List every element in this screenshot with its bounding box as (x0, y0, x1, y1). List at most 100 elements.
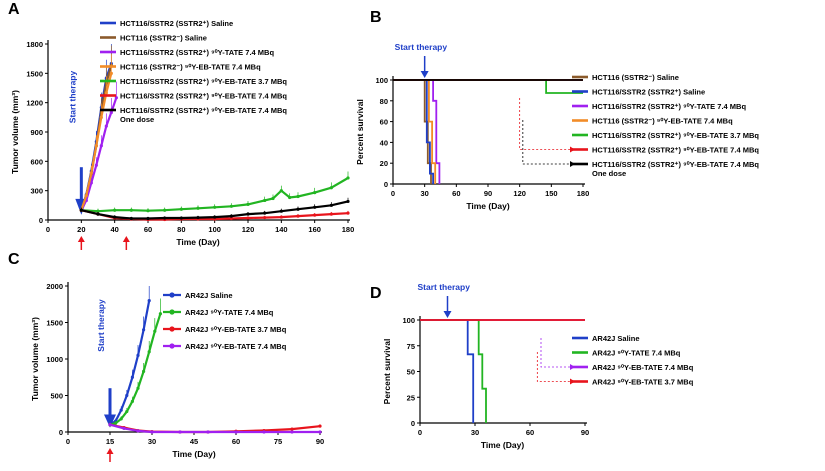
panel-c-data-point (119, 408, 123, 412)
panel-c-data-point (130, 375, 134, 379)
panel-a-data-point (346, 176, 350, 180)
panel-d-start-therapy-arrowhead (443, 311, 452, 318)
panel-a-x-tick-label: 100 (208, 225, 221, 234)
panel-d-y-tick-label: 100 (402, 316, 415, 325)
panel-b-legend-label: HCT116/SSTR2 (SSTR2⁺) ⁹⁰Y-EB-TATE 7.4 MB… (592, 146, 759, 155)
panel-a-data-point (196, 206, 200, 210)
panel-b-y-tick-label: 20 (380, 159, 388, 168)
panel-b-legend-label: HCT116 (SSTR2⁻) ⁹⁰Y-EB-TATE 7.4 MBq (592, 117, 733, 126)
panel-c-data-point (119, 417, 123, 421)
panel-b-x-axis-label: Time (Day) (466, 201, 509, 211)
panel-b-legend-label: HCT116/SSTR2 (SSTR2⁺) ⁹⁰Y-EB-TATE 7.4 MB… (592, 160, 759, 169)
panel-c-legend-marker (169, 292, 175, 298)
panel-b-legend-label: HCT116/SSTR2 (SSTR2⁺) ⁹⁰Y-TATE 7.4 MBq (592, 102, 746, 111)
panel-a-x-tick-label: 140 (275, 225, 288, 234)
panel-a-legend-label: One dose (120, 115, 154, 124)
panel-a-data-point (129, 216, 133, 221)
panel-d-legend-pointer-head (570, 364, 575, 370)
panel-c-series-line (109, 423, 320, 434)
panel-a-data-point (346, 211, 350, 215)
panel-a-data-point (296, 194, 300, 199)
panel-b-legend-label: One dose (592, 169, 626, 178)
panel-c-start-therapy-arrowhead (104, 414, 116, 428)
panel-c-data-point (136, 429, 140, 433)
panel-a-data-point (279, 189, 283, 193)
panel-a-data-point (179, 216, 183, 220)
panel-a-data-point (246, 216, 250, 220)
panel-c-x-tick-label: 0 (66, 437, 70, 446)
panel-d-x-tick-label: 0 (418, 428, 422, 437)
panel-d-series-line (420, 319, 475, 423)
panel-a-legend-label: HCT116/SSTR2 (SSTR2⁺) Saline (120, 19, 233, 28)
panel-c-start-therapy-label: Start therapy (96, 299, 106, 352)
panel-a-data-point (229, 214, 233, 218)
panel-d-legend-label: AR42J ⁹⁰Y-TATE 7.4 MBq (592, 349, 681, 358)
panel-a-data-point (296, 214, 300, 218)
panel-c-y-tick-label: 0 (59, 428, 63, 437)
panel-a-data-point (109, 71, 113, 75)
panel-a-data-point (296, 207, 300, 211)
panel-b-x-tick-label: 90 (484, 189, 492, 198)
panel-b-legend-pointer (519, 98, 570, 150)
panel-b-start-therapy-arrowhead (420, 71, 429, 78)
panel-a-legend-label: HCT116 (SSTR2⁻) Saline (120, 34, 207, 43)
panel-a-data-point (271, 196, 275, 201)
panel-a-data-point (84, 193, 88, 198)
panel-a-data-point (279, 209, 283, 213)
panel-b-y-tick-label: 100 (375, 76, 388, 85)
panel-a-data-point (104, 91, 108, 95)
panel-c-y-tick-label: 1500 (46, 319, 63, 328)
panel-d-x-tick-label: 30 (471, 428, 479, 437)
panel-c-x-tick-label: 75 (274, 437, 282, 446)
panel-c-data-point (136, 386, 140, 390)
panel-a-data-point (146, 216, 150, 221)
panel-d-y-tick-label: 50 (407, 368, 415, 377)
panel-a-data-point (114, 96, 118, 100)
panel-a-data-point (163, 216, 167, 220)
panel-b-y-tick-label: 0 (384, 180, 388, 189)
panel-d-y-tick-label: 25 (407, 393, 415, 402)
panel-a-data-point (313, 191, 317, 195)
panel-a-data-point (109, 110, 113, 115)
panel-c-data-point (147, 299, 151, 303)
panel-a-data-point (329, 212, 333, 216)
panel-c-legend-label: AR42J Saline (185, 291, 233, 300)
panel-d-legend-pointer (536, 352, 570, 382)
panel-d-y-axis-label: Percent survival (382, 339, 392, 405)
panel-a-data-point (113, 208, 117, 212)
panel-b-legend-pointer-head (570, 146, 575, 153)
panel-b-x-tick-label: 60 (452, 189, 460, 198)
panel-c-data-point (318, 424, 322, 428)
panel-b-y-tick-label: 40 (380, 138, 388, 147)
panel-a-legend-label: HCT116/SSTR2 (SSTR2⁺) ⁹⁰Y-EB-TATE 7.4 MB… (120, 106, 287, 115)
panel-c-legend-label: AR42J ⁹⁰Y-TATE 7.4 MBq (185, 308, 274, 317)
panel-a-data-point (229, 216, 233, 221)
panel-a-data-point (196, 215, 200, 220)
panel-a-data-point (229, 204, 233, 208)
panel-c-y-tick-label: 1000 (46, 355, 63, 364)
panel-b-start-therapy-label: Start therapy (395, 42, 448, 52)
panel-a-legend-label: HCT116/SSTR2 (SSTR2⁺) ⁹⁰Y-EB-TATE 7.4 MB… (120, 92, 287, 101)
panel-a-y-tick-label: 0 (39, 216, 43, 225)
panel-d-series-line (420, 319, 487, 423)
panel-c-series-line (109, 300, 151, 426)
panel-a-x-tick-label: 120 (242, 225, 255, 234)
panel-a-dose-arrowhead (77, 236, 85, 242)
panel-a-data-point (113, 215, 117, 219)
panel-a-legend-label: HCT116 (SSTR2⁻) ⁹⁰Y-EB-TATE 7.4 MBq (120, 63, 261, 72)
panel-a-data-point (94, 163, 98, 167)
panel-c-x-tick-label: 45 (190, 437, 198, 446)
panel-a-x-tick-label: 20 (77, 225, 85, 234)
panel-c-data-point (158, 312, 162, 316)
panel-c-data-point (150, 430, 154, 434)
panel-c-legend-marker (169, 326, 175, 332)
panel-a-data-point (288, 195, 292, 200)
panel-a-data-point (313, 213, 317, 217)
panel-c-dose-arrowhead (106, 448, 114, 454)
panel-d-label: D (370, 285, 382, 302)
panel-a-y-tick-label: 1200 (26, 99, 43, 108)
panel-a-data-point (99, 144, 103, 148)
panel-a-data-point (213, 215, 217, 219)
panel-b-y-tick-label: 80 (380, 97, 388, 106)
